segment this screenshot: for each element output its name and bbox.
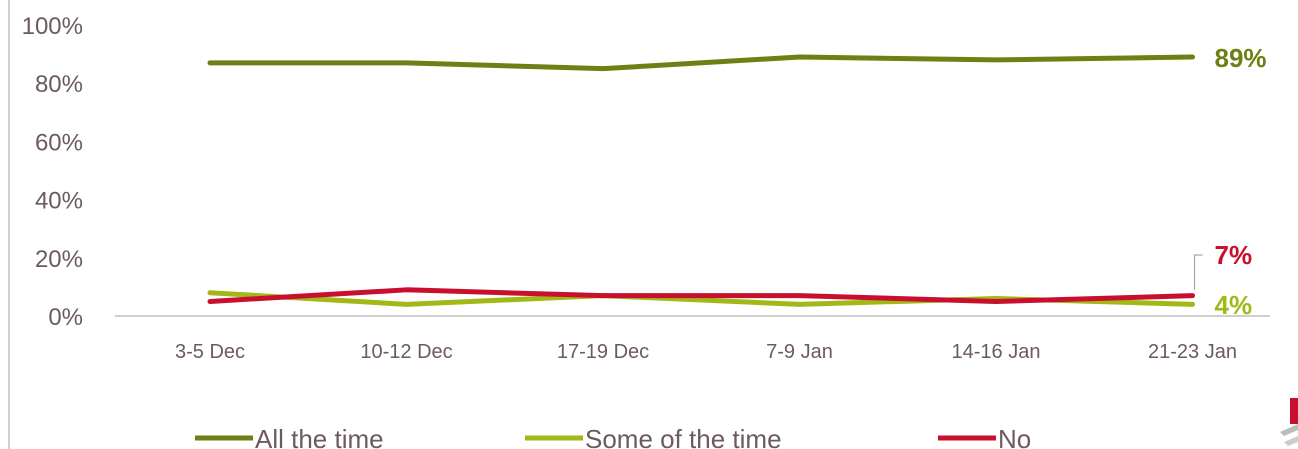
end-label-2: 7% — [1215, 240, 1253, 270]
y-axis-ticks: 0% 20% 40% 60% 80% 100% — [22, 13, 83, 331]
end-labels: 89% 4% 7% — [1193, 43, 1267, 320]
x-tick-label: 21-23 Jan — [1148, 341, 1237, 363]
brand-logo-fragment — [1280, 398, 1298, 446]
x-tick-label: 7-9 Jan — [766, 341, 833, 363]
x-tick-label: 14-16 Jan — [952, 341, 1041, 363]
x-axis-ticks: 3-5 Dec 10-12 Dec 17-19 Dec 7-9 Jan 14-16 Ja… — [175, 341, 1237, 363]
legend-label-0: All the time — [255, 424, 384, 449]
y-tick-label: 60% — [35, 129, 83, 156]
y-tick-label: 100% — [22, 13, 83, 40]
x-tick-label: 10-12 Dec — [360, 341, 452, 363]
end-label-0: 89% — [1215, 43, 1267, 73]
end-label-1: 4% — [1215, 290, 1253, 320]
series-lines — [207, 54, 1195, 307]
series-line-2 — [207, 287, 1195, 304]
legend-label-2: No — [998, 424, 1031, 449]
x-tick-label: 3-5 Dec — [175, 341, 245, 363]
y-tick-label: 40% — [35, 188, 83, 215]
y-tick-label: 20% — [35, 246, 83, 273]
y-tick-label: 80% — [35, 71, 83, 98]
y-tick-label: 0% — [48, 304, 83, 331]
legend-label-1: Some of the time — [585, 424, 782, 449]
legend: All the time Some of the time No — [195, 424, 1031, 449]
chart-axes — [8, 0, 1270, 449]
label-leader-line — [1193, 254, 1203, 290]
x-tick-label: 17-19 Dec — [557, 341, 649, 363]
series-line-0 — [207, 54, 1195, 72]
